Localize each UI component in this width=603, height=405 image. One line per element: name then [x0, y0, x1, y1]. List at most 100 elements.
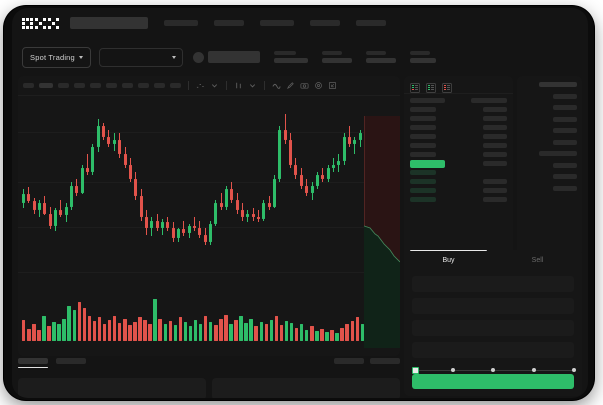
volume-bar: [214, 325, 218, 341]
total-field[interactable]: [412, 342, 574, 358]
market-trade-row[interactable]: [522, 128, 577, 133]
volume-bar: [274, 316, 279, 341]
market-trade-row[interactable]: [522, 151, 577, 156]
submit-order-button[interactable]: [412, 374, 574, 389]
market-trade-row[interactable]: [522, 162, 577, 168]
candle-body: [91, 147, 95, 172]
nav-item-1[interactable]: [164, 20, 198, 26]
chevron-down-icon[interactable]: [210, 81, 219, 90]
order-book-ask-row[interactable]: [404, 114, 513, 123]
order-book-bid-row[interactable]: [404, 195, 513, 204]
trade-cell: [553, 174, 577, 179]
candle-body: [203, 234, 207, 242]
order-book-bid-row[interactable]: [404, 186, 513, 195]
order-tab-buy[interactable]: Buy: [404, 250, 493, 270]
slider-stop-75[interactable]: [531, 368, 536, 372]
volume-bar: [320, 328, 324, 341]
slider-stop-25[interactable]: [450, 368, 455, 372]
timeframe-button-6[interactable]: [122, 83, 133, 88]
market-trade-row[interactable]: [522, 185, 577, 191]
chart-canvas[interactable]: [18, 96, 400, 356]
order-book-ask-row[interactable]: [404, 150, 513, 159]
toolbar-divider: [264, 81, 265, 90]
candle-body: [209, 224, 212, 242]
volume-bar: [173, 325, 178, 341]
market-stat-value: [321, 58, 352, 63]
bottom-panel-left[interactable]: [18, 378, 206, 398]
candle-body: [257, 217, 261, 219]
nav-search[interactable]: [70, 17, 148, 29]
order-book-ask-row[interactable]: [404, 123, 513, 132]
candle-body: [86, 168, 90, 172]
market-trade-row[interactable]: [522, 116, 577, 122]
line-style-icon[interactable]: [272, 81, 281, 90]
candlestick-series: [22, 96, 396, 286]
market-trade-row[interactable]: [522, 82, 577, 87]
nav-item-4[interactable]: [310, 20, 340, 26]
order-type-field[interactable]: [412, 276, 574, 292]
volume-bar: [360, 324, 365, 341]
toolbar-divider: [188, 81, 189, 90]
market-stat-label: [273, 51, 296, 55]
trade-cell: [553, 116, 577, 122]
spot-trading-dropdown[interactable]: Spot Trading: [22, 46, 91, 68]
candle-body: [310, 185, 314, 193]
market-trade-row[interactable]: [522, 93, 577, 99]
order-tab-sell[interactable]: Sell: [531, 256, 544, 264]
chart-type-icon[interactable]: [234, 81, 243, 90]
candle: [219, 96, 223, 286]
trading-pair-select[interactable]: [98, 47, 183, 67]
timeframe-button-7[interactable]: [138, 83, 149, 88]
bottom-right-tab-0[interactable]: [334, 358, 364, 364]
bottom-tab-0[interactable]: [18, 358, 48, 368]
order-book-ask-row[interactable]: [404, 132, 513, 141]
candle-body: [219, 203, 223, 207]
timeframe-button-4[interactable]: [90, 83, 101, 88]
market-trade-row[interactable]: [522, 105, 577, 110]
nav-item-3[interactable]: [260, 20, 294, 26]
orderbook-both-icon[interactable]: [410, 80, 420, 93]
volume-bar: [294, 327, 299, 341]
okx-logo-icon[interactable]: [22, 17, 60, 29]
pencil-icon[interactable]: [286, 81, 295, 90]
bottom-right-tab-1[interactable]: [370, 358, 400, 364]
order-book-ask-row[interactable]: [404, 105, 513, 114]
settings-icon[interactable]: [314, 81, 323, 90]
amount-field[interactable]: [412, 320, 574, 336]
trade-cell: [553, 162, 577, 168]
bottom-panel-right[interactable]: [212, 378, 400, 398]
amount-percent-slider[interactable]: [412, 366, 576, 375]
volume-bar: [244, 323, 248, 341]
order-book-bid-row[interactable]: [404, 168, 513, 177]
orderbook-asks-icon[interactable]: [442, 80, 452, 93]
candle: [86, 96, 90, 286]
nav-item-2[interactable]: [214, 20, 244, 26]
chevron-down-icon[interactable]: [248, 81, 257, 90]
timeframe-button-5[interactable]: [106, 83, 117, 88]
last-price-row[interactable]: [404, 159, 513, 168]
timeframe-button-9[interactable]: [170, 83, 181, 88]
timeframe-button-0[interactable]: [23, 83, 34, 88]
indicator-icon[interactable]: [196, 81, 205, 90]
ask-price: [410, 125, 436, 130]
timeframe-button-8[interactable]: [154, 83, 165, 88]
camera-icon[interactable]: [300, 81, 309, 90]
timeframe-button-3[interactable]: [74, 83, 85, 88]
market-trade-row[interactable]: [522, 139, 577, 145]
timeframe-button-2[interactable]: [58, 83, 69, 88]
candle-body: [22, 194, 25, 204]
price-field[interactable]: [412, 298, 574, 314]
slider-stop-50[interactable]: [491, 368, 495, 372]
nav-item-5[interactable]: [356, 20, 386, 26]
fullscreen-icon[interactable]: [328, 81, 337, 90]
volume-bar: [143, 319, 147, 341]
candle: [48, 96, 52, 286]
timeframe-button-1[interactable]: [39, 83, 53, 88]
order-book-bid-row[interactable]: [404, 177, 513, 186]
slider-stop-100[interactable]: [572, 368, 576, 372]
slider-handle[interactable]: [412, 366, 419, 374]
order-book-ask-row[interactable]: [404, 141, 513, 150]
bottom-tab-1[interactable]: [56, 358, 86, 364]
orderbook-bids-icon[interactable]: [426, 80, 436, 93]
market-trade-row[interactable]: [522, 174, 577, 179]
